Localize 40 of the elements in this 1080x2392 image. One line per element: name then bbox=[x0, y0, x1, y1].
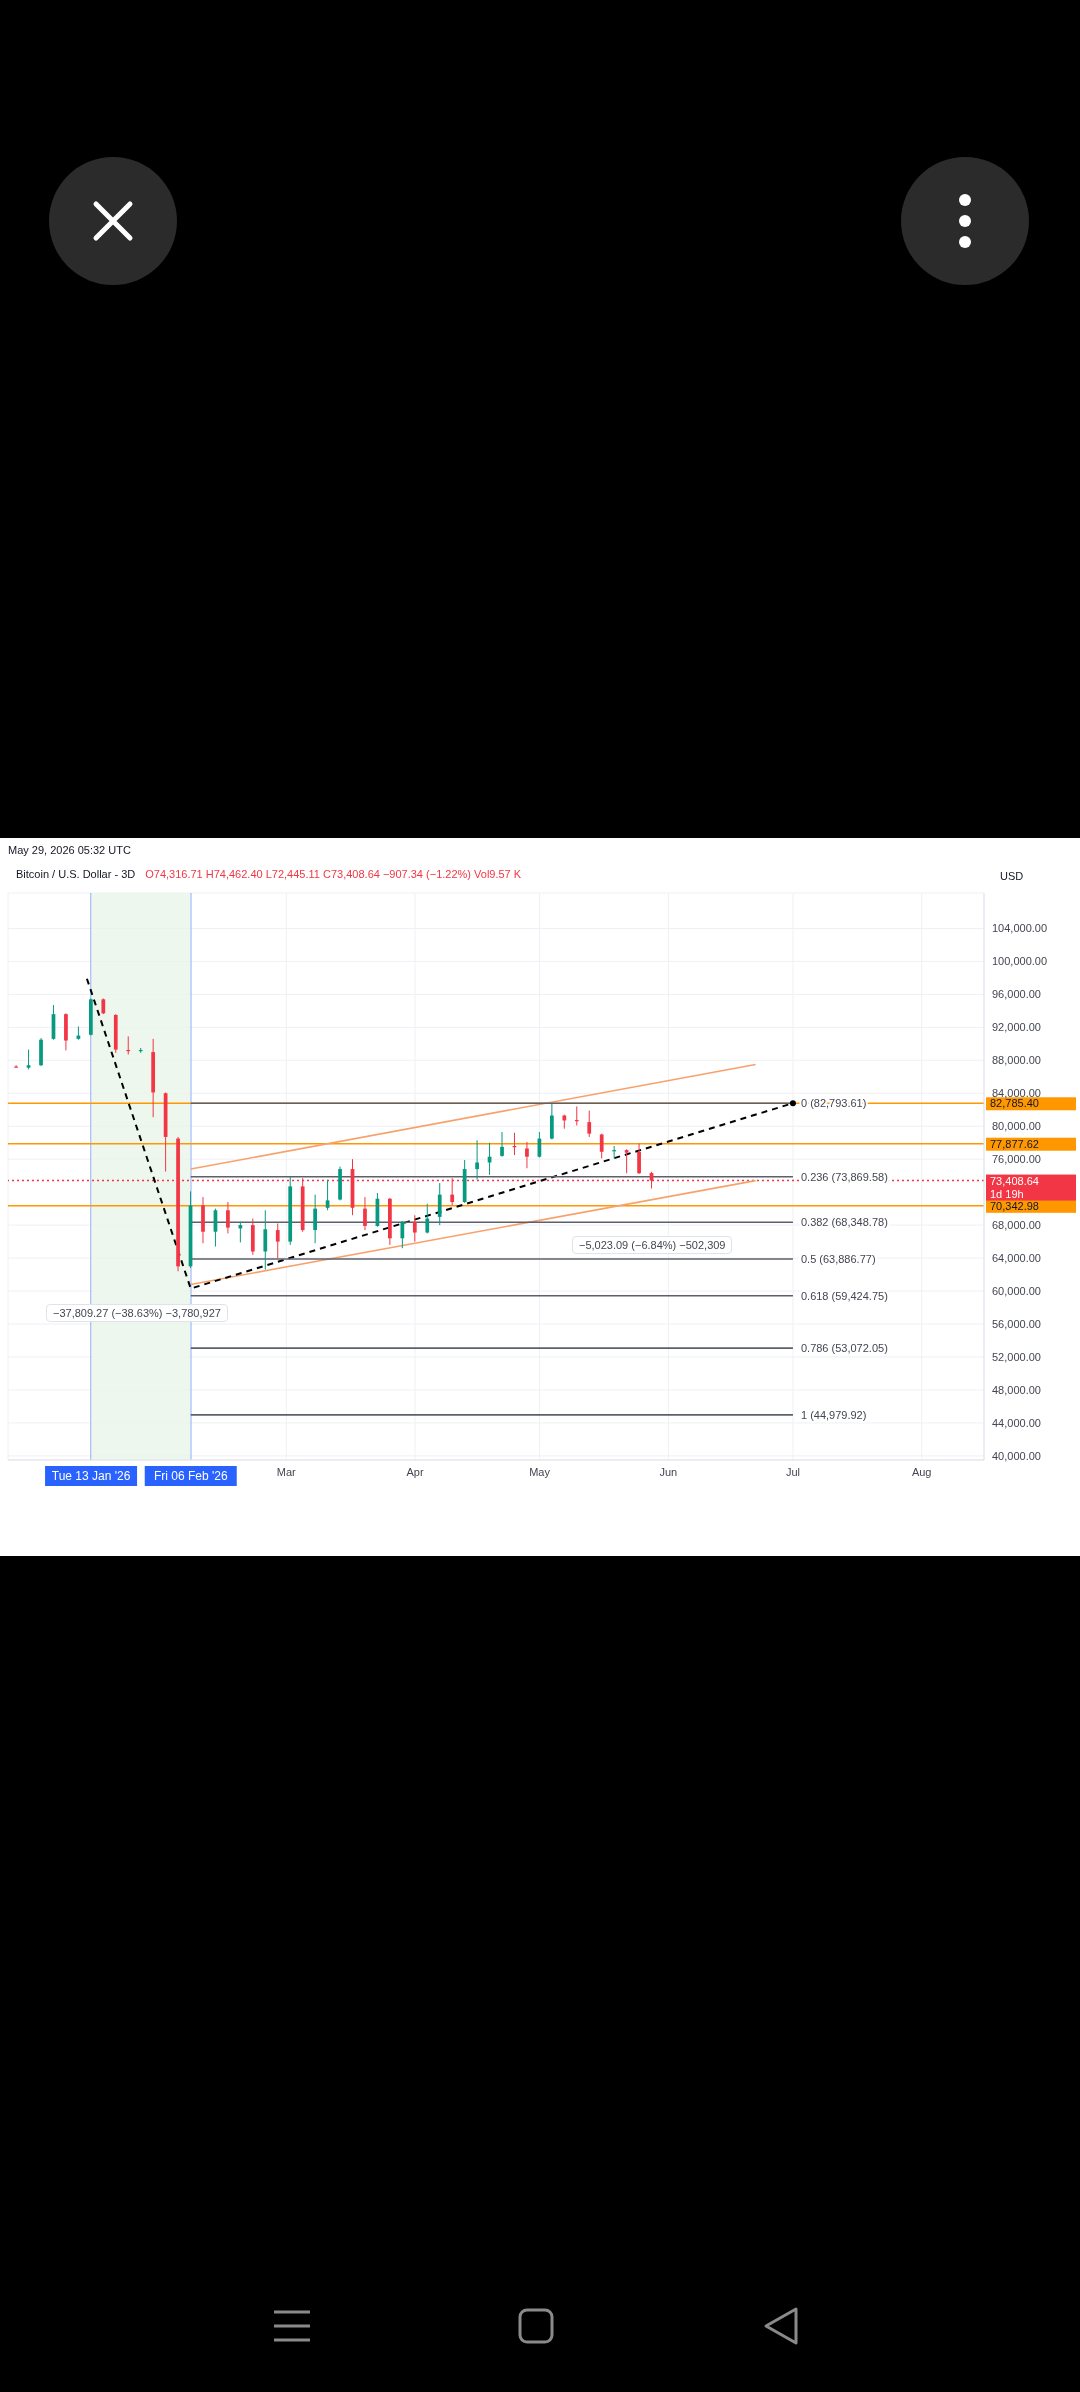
x-tick-label: Apr bbox=[406, 1465, 424, 1478]
y-tick-label: 64,000.00 bbox=[992, 1251, 1041, 1264]
ref-line-label: 70,342.98 bbox=[990, 1199, 1039, 1212]
ref-line-label: Fri 06 Feb '26 bbox=[153, 1469, 228, 1483]
chart-subtitle: O74,316.71 H74,462.40 L72,445.11 C73,408.64 −907.34 (−1.22%) Vol9.57 K bbox=[145, 868, 522, 880]
y-tick-label: 68,000.00 bbox=[992, 1219, 1041, 1232]
ref-line-label: 82,785.40 bbox=[990, 1097, 1039, 1110]
x-tick-label: May bbox=[529, 1465, 551, 1478]
y-tick-label: 56,000.00 bbox=[992, 1317, 1041, 1330]
annotation: 0.5 (63,886.77) bbox=[800, 1253, 876, 1266]
ref-line-label: 73,408.64 1d 19h bbox=[990, 1174, 1039, 1200]
y-tick-label: 44,000.00 bbox=[992, 1416, 1041, 1429]
y-tick-label: 88,000.00 bbox=[992, 1054, 1041, 1067]
annotation: 0.382 (68,348.78) bbox=[800, 1216, 888, 1229]
annotation: 0.618 (59,424.75) bbox=[800, 1289, 888, 1302]
y-axis-title: USD bbox=[1000, 870, 1024, 882]
y-tick-label: 52,000.00 bbox=[992, 1350, 1041, 1363]
annotation: −5,023.09 (−6.84%) −502,309 bbox=[572, 1236, 733, 1254]
annotation: −37,809.27 (−38.63%) −3,780,927 bbox=[46, 1304, 228, 1322]
annotation: 1 (44,979.92) bbox=[800, 1408, 867, 1421]
y-tick-label: 84,000.00 bbox=[992, 1087, 1041, 1100]
y-tick-label: 40,000.00 bbox=[992, 1449, 1041, 1462]
x-tick-label: Jun bbox=[659, 1465, 678, 1478]
chart-title: Bitcoin / U.S. Dollar - 3D bbox=[16, 868, 136, 880]
y-tick-label: 100,000.00 bbox=[992, 955, 1048, 968]
y-tick-label: 80,000.00 bbox=[992, 1120, 1041, 1133]
annotation: 0.236 (73,869.58) bbox=[800, 1170, 888, 1183]
y-tick-label: 60,000.00 bbox=[992, 1284, 1041, 1297]
y-tick-label: 96,000.00 bbox=[992, 988, 1041, 1001]
ref-line-label: 77,877.62 bbox=[990, 1137, 1039, 1150]
x-tick-label: Jul bbox=[785, 1465, 800, 1478]
text: May 29, 2026 05:32 UTC bbox=[8, 844, 131, 856]
y-tick-label: 48,000.00 bbox=[992, 1383, 1041, 1396]
x-tick-label: Mar bbox=[276, 1465, 297, 1478]
y-tick-label: 76,000.00 bbox=[992, 1153, 1041, 1166]
y-tick-label: 92,000.00 bbox=[992, 1021, 1041, 1034]
annotation: 0.786 (53,072.05) bbox=[800, 1342, 888, 1355]
x-tick-label: Aug bbox=[911, 1465, 932, 1478]
y-tick-label: 104,000.00 bbox=[992, 922, 1048, 935]
ref-line-label: Tue 13 Jan '26 bbox=[51, 1469, 131, 1483]
